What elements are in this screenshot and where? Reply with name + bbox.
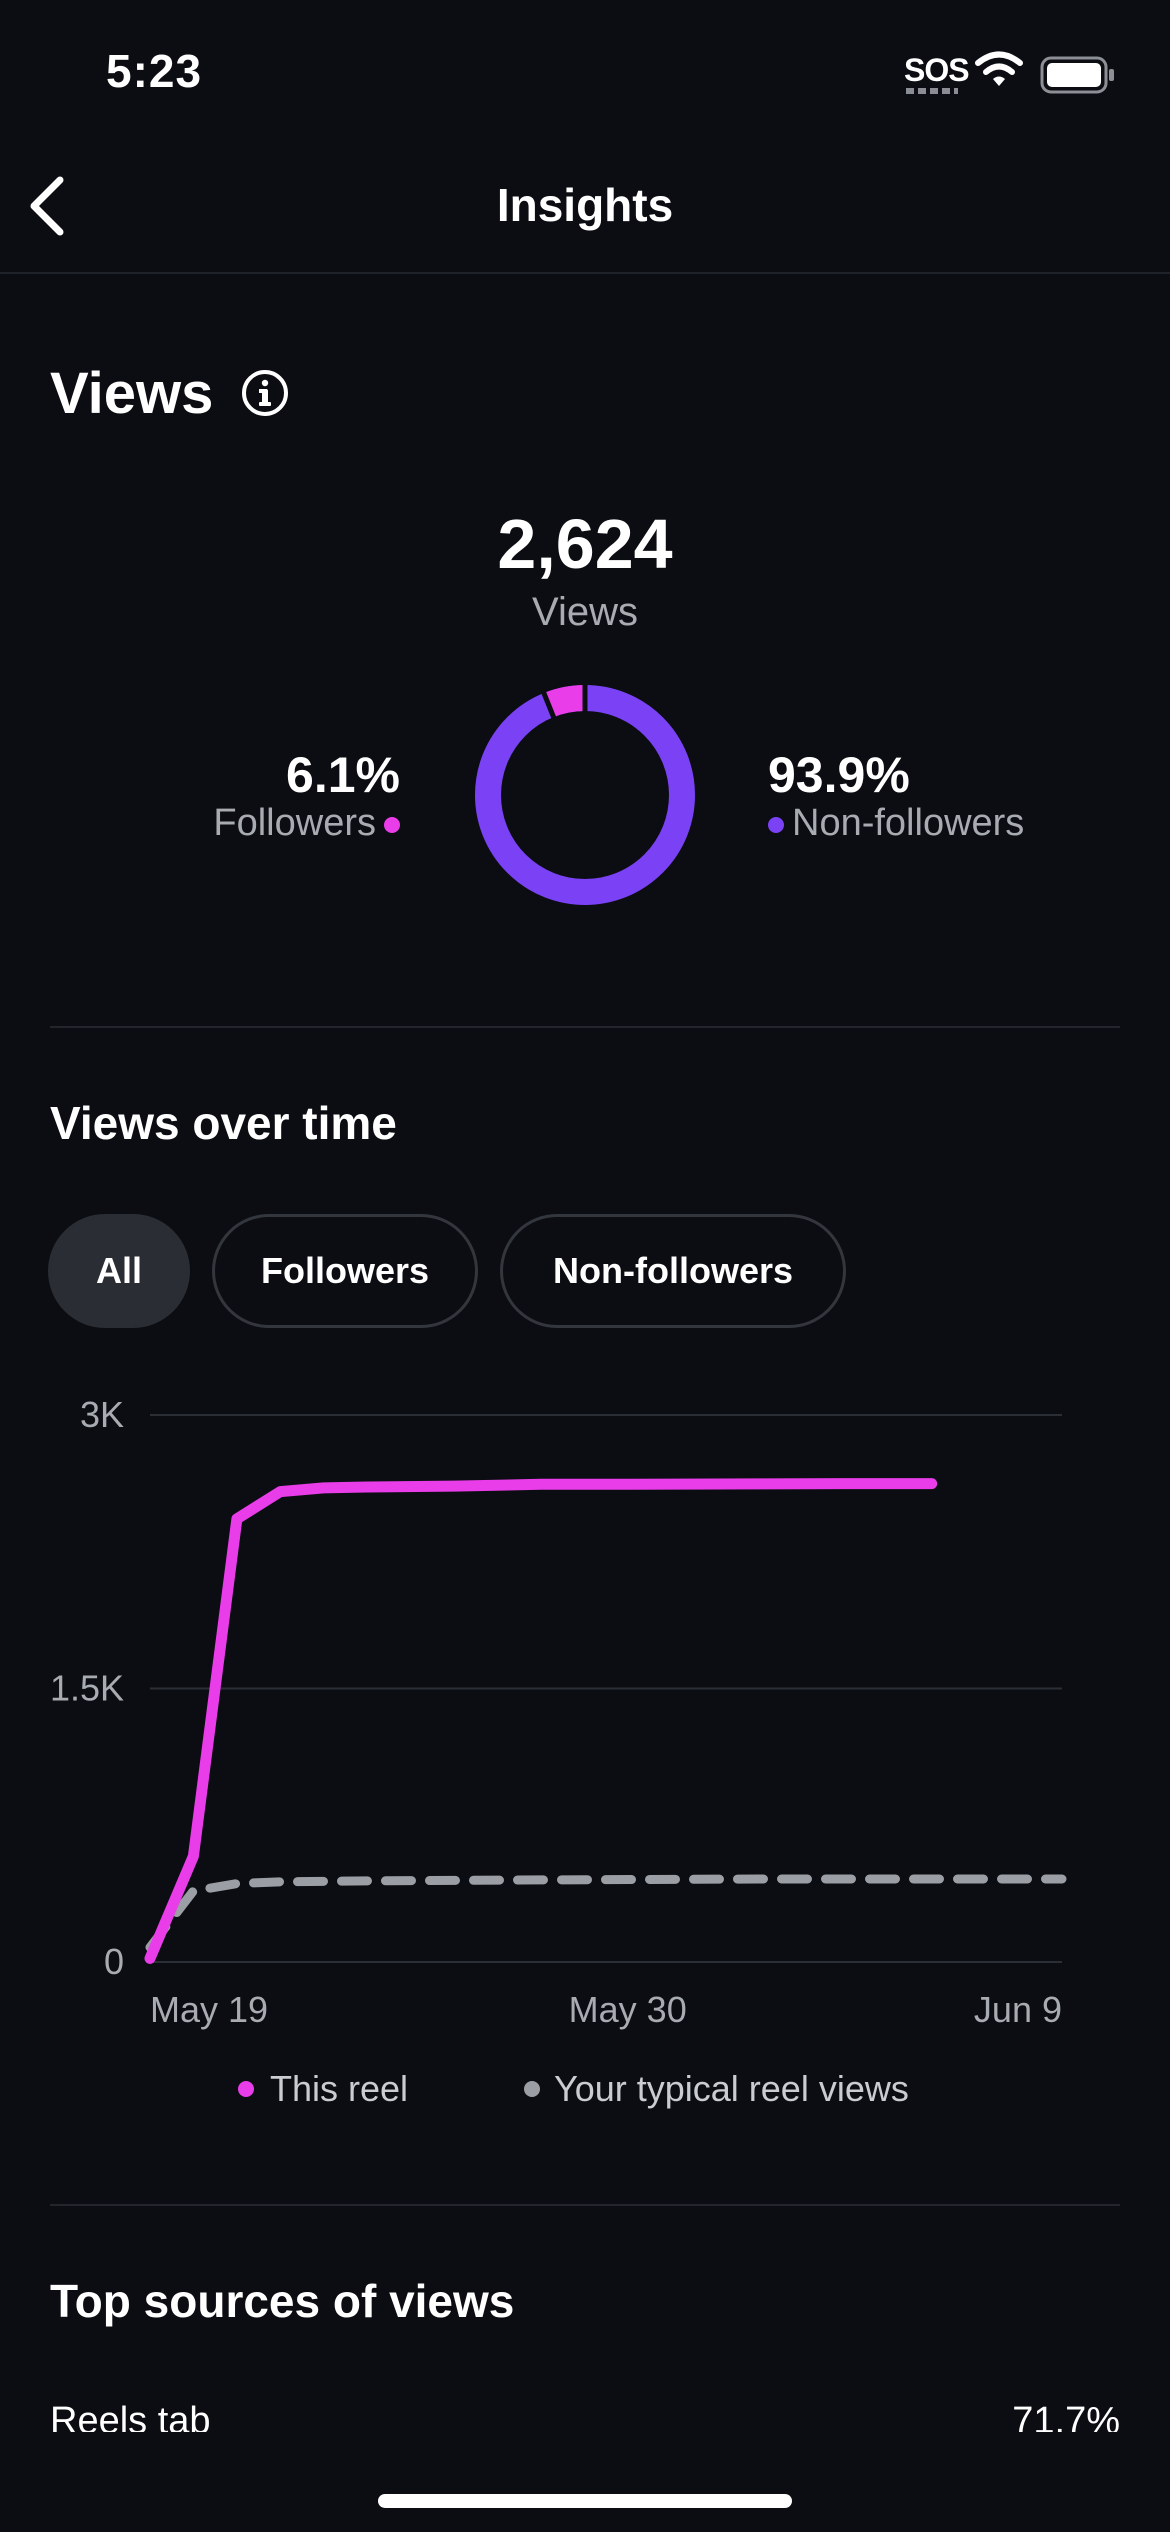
y-tick-label: 3K	[80, 1394, 124, 1435]
y-tick-label: 0	[104, 1941, 124, 1982]
top-sources-heading: Top sources of views	[50, 2275, 515, 2327]
back-chevron-icon[interactable]	[24, 174, 72, 238]
nonfollowers-legend-dot	[768, 817, 784, 833]
x-tick-label: Jun 9	[974, 1989, 1062, 2030]
status-time: 5:23	[106, 45, 203, 97]
filter-chip-nonfollowers[interactable]: Non-followers	[500, 1214, 846, 1328]
views-total: 2,624	[497, 505, 673, 583]
legend-dot-this-reel	[238, 2081, 254, 2097]
source-row: Reels tab 71.7%	[0, 2390, 1170, 2432]
views-over-time-chart: 3K 1.5K 0 May 19 May 30 Jun 9	[50, 1394, 1067, 2030]
filter-chip-followers[interactable]: Followers	[212, 1214, 478, 1328]
x-tick-label: May 30	[569, 1989, 687, 2030]
home-indicator	[378, 2494, 792, 2508]
x-tick-label: May 19	[150, 1989, 268, 2030]
battery-icon	[1040, 56, 1114, 94]
series-line-this-reel	[144, 1478, 938, 1964]
wifi-icon	[975, 51, 1023, 86]
y-tick-label: 1.5K	[50, 1668, 124, 1709]
signal-dots-icon	[906, 88, 958, 94]
filter-chip-all[interactable]: All	[48, 1214, 190, 1328]
sos-indicator: SOS	[904, 52, 970, 88]
section-divider	[50, 2204, 1120, 2206]
nav-divider	[0, 272, 1170, 274]
info-icon[interactable]	[240, 368, 290, 418]
views-over-time-heading: Views over time	[50, 1097, 397, 1149]
legend-label-typical-views: Your typical reel views	[554, 2068, 909, 2109]
source-name: Reels tab	[50, 2400, 211, 2432]
followers-percentage: 6.1%	[286, 747, 400, 803]
followers-legend-dot	[384, 817, 400, 833]
section-divider	[50, 1026, 1120, 1028]
source-value: 71.7%	[1012, 2400, 1120, 2432]
donut-slice-followers	[543, 685, 586, 718]
followers-label: Followers	[213, 802, 376, 844]
series-line-typical-views	[145, 1874, 1067, 1952]
donut-slice-separator	[540, 688, 558, 722]
views-donut-chart	[475, 681, 695, 905]
nonfollowers-percentage: 93.9%	[768, 747, 910, 803]
views-heading: Views	[50, 361, 214, 426]
legend-dot-typical-views	[524, 2081, 540, 2097]
page-title: Insights	[496, 179, 674, 231]
donut-slice-nonfollowers	[475, 685, 695, 905]
nonfollowers-label: Non-followers	[792, 802, 1025, 844]
views-total-label: Views	[532, 590, 638, 634]
legend-label-this-reel: This reel	[270, 2068, 409, 2109]
